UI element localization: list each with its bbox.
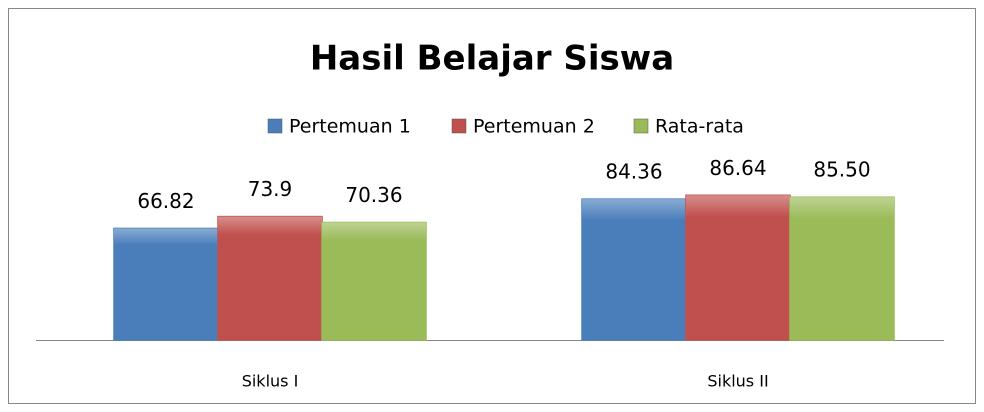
data-label: 84.36: [605, 160, 662, 184]
bar-highlight: [218, 216, 322, 340]
legend-swatch: [451, 118, 467, 134]
legend-label: Pertemuan 2: [473, 116, 595, 138]
x-tick-label: Siklus I: [242, 372, 299, 391]
bar-highlight: [790, 197, 894, 340]
bar-highlight: [114, 228, 218, 340]
chart-title: Hasil Belajar Siswa: [310, 39, 674, 79]
legend-swatch: [633, 118, 649, 134]
bar-highlight: [582, 199, 686, 340]
legend-label: Rata-rata: [655, 116, 744, 138]
data-label: 73.9: [248, 177, 293, 201]
legend-swatch: [267, 118, 283, 134]
data-label: 70.36: [345, 183, 402, 207]
bar-highlight: [686, 195, 790, 340]
data-label: 86.64: [709, 156, 766, 180]
bar-highlight: [322, 222, 426, 340]
x-tick-label: Siklus II: [707, 372, 768, 391]
data-label: 66.82: [137, 189, 194, 213]
legend-label: Pertemuan 1: [289, 116, 411, 138]
data-label: 85.50: [813, 158, 870, 182]
